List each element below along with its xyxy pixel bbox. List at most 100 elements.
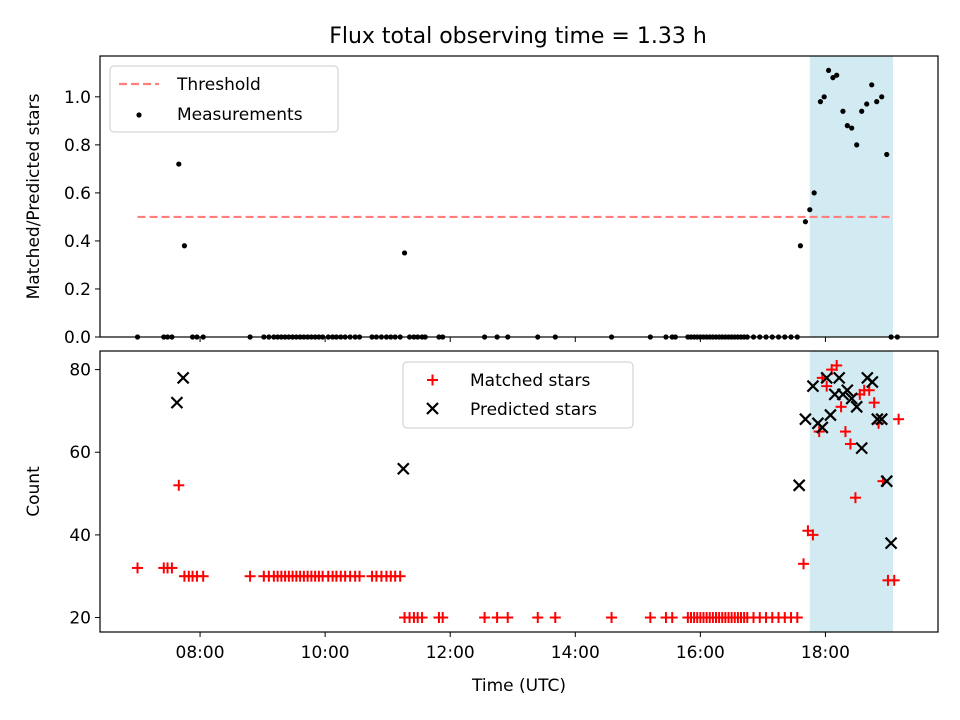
highlight-band [809, 56, 893, 337]
x-tick-label: 16:00 [676, 643, 725, 663]
matched-star-marker [549, 612, 561, 624]
matched-star-marker [893, 413, 905, 425]
legend-measurements-swatch [136, 112, 142, 118]
y-tick-label: 0.8 [64, 136, 91, 156]
predicted-star-marker [841, 383, 854, 397]
measurement-point [849, 125, 855, 131]
predicted-star-marker [170, 396, 184, 409]
measurement-point [874, 99, 880, 105]
measurement-point [797, 243, 804, 249]
x-tick-label: 14:00 [551, 643, 600, 663]
legend-box [109, 65, 339, 133]
legend-measurements-label: Measurements [177, 105, 303, 125]
matched-star-marker [173, 479, 185, 491]
predicted-star-marker [880, 474, 893, 488]
series-predicted-stars [170, 371, 898, 550]
legend-predicted-label: Predicted stars [470, 400, 597, 420]
measurement-point [181, 243, 188, 249]
predicted-star-marker [176, 371, 190, 385]
measurement-point [811, 190, 817, 196]
matched-star-marker [868, 397, 880, 409]
predicted-star-marker [799, 412, 812, 426]
matched-star-marker [502, 612, 514, 624]
matched-star-marker [835, 401, 847, 413]
y-tick-label: 20 [69, 609, 91, 629]
legend-threshold-label: Threshold [176, 75, 261, 95]
predicted-star-marker [820, 371, 833, 385]
y-axis-label: Matched/Predicted stars [24, 93, 44, 299]
y-tick-label: 0.2 [64, 280, 91, 300]
measurement-point [830, 75, 836, 81]
predicted-star-marker [397, 462, 410, 476]
measurement-point [176, 161, 182, 167]
matched-star-marker [888, 574, 900, 586]
predicted-star-marker [845, 392, 858, 405]
measurement-point [821, 94, 827, 100]
measurement-point [844, 123, 850, 129]
predicted-star-marker [816, 421, 829, 434]
y-tick-label: 0.4 [64, 232, 91, 252]
measurement-point [817, 99, 824, 105]
bottom-panel: 20 40 60 80 08:00 10:00 12:00 14:00 16:00 18:00 Co… [24, 350, 939, 696]
measurement-point [859, 108, 865, 114]
matched-star-marker [394, 570, 406, 582]
measurement-point [807, 207, 813, 213]
predicted-star-marker [832, 371, 846, 385]
measurement-point [840, 108, 846, 114]
measurement-point [884, 151, 890, 158]
x-tick-label: 18:00 [801, 643, 850, 663]
x-axis-label: Time (UTC) [471, 676, 566, 696]
matched-star-marker [132, 562, 144, 574]
legend-matched-label: Matched stars [470, 371, 590, 391]
matched-star-marker [831, 359, 843, 371]
matched-star-marker [532, 612, 544, 624]
matched-star-marker [354, 570, 366, 582]
y-tick-label: 40 [69, 526, 91, 546]
matched-star-marker [437, 612, 449, 624]
predicted-star-marker [806, 379, 820, 393]
measurement-point [401, 250, 408, 256]
y-tick-label: 0.6 [64, 184, 91, 204]
measurement-point [825, 67, 832, 74]
measurement-point [854, 142, 860, 148]
matched-star-marker [839, 426, 851, 438]
y-tick-label: 80 [69, 361, 91, 381]
x-tick-label: 08:00 [176, 643, 225, 663]
matched-star-marker [791, 612, 803, 624]
predicted-star-marker [850, 400, 863, 414]
predicted-star-marker [875, 412, 888, 426]
top-panel: 0.0 0.2 0.4 0.6 0.8 1.0 Matched/Predicted star… [24, 55, 939, 348]
predicted-star-marker [884, 536, 898, 550]
predicted-star-marker [855, 441, 868, 455]
legend-box [402, 361, 634, 429]
matched-star-marker [416, 612, 428, 624]
measurement-point [864, 101, 870, 107]
matched-star-marker [479, 612, 491, 624]
legend-matched-swatch [427, 374, 438, 386]
predicted-star-marker [871, 412, 884, 426]
matched-star-marker [666, 612, 678, 624]
matched-star-marker [798, 558, 810, 570]
y-tick-label: 0.0 [64, 328, 91, 348]
matched-star-marker [197, 570, 209, 582]
matched-star-marker [849, 492, 861, 504]
x-tick-label: 12:00 [426, 643, 475, 663]
measurement-point [869, 82, 875, 88]
measurement-point [802, 219, 809, 225]
axes-frame [99, 55, 939, 338]
legend-bottom: Matched stars Predicted stars [402, 361, 634, 429]
predicted-star-marker [824, 408, 837, 422]
matched-star-marker [644, 612, 656, 624]
legend-predicted-swatch [426, 402, 439, 415]
matched-star-marker [166, 562, 178, 574]
axes-frame [99, 350, 939, 633]
matched-star-marker [606, 612, 618, 624]
measurement-point [834, 72, 840, 78]
matched-star-marker [491, 612, 503, 624]
y-tick-label: 1.0 [64, 88, 91, 108]
matched-star-marker [807, 529, 819, 541]
predicted-star-marker [866, 375, 879, 389]
y-axis-label: Count [24, 466, 44, 517]
x-tick-label: 10:00 [301, 643, 350, 663]
